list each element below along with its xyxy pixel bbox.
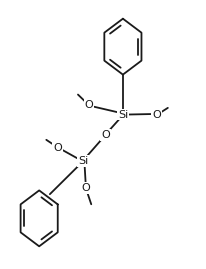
- Text: O: O: [151, 109, 160, 119]
- Text: O: O: [101, 130, 109, 140]
- Text: Si: Si: [117, 109, 127, 119]
- Text: O: O: [84, 100, 93, 110]
- Text: O: O: [81, 183, 90, 193]
- Text: Si: Si: [78, 156, 88, 166]
- Text: O: O: [53, 143, 62, 153]
